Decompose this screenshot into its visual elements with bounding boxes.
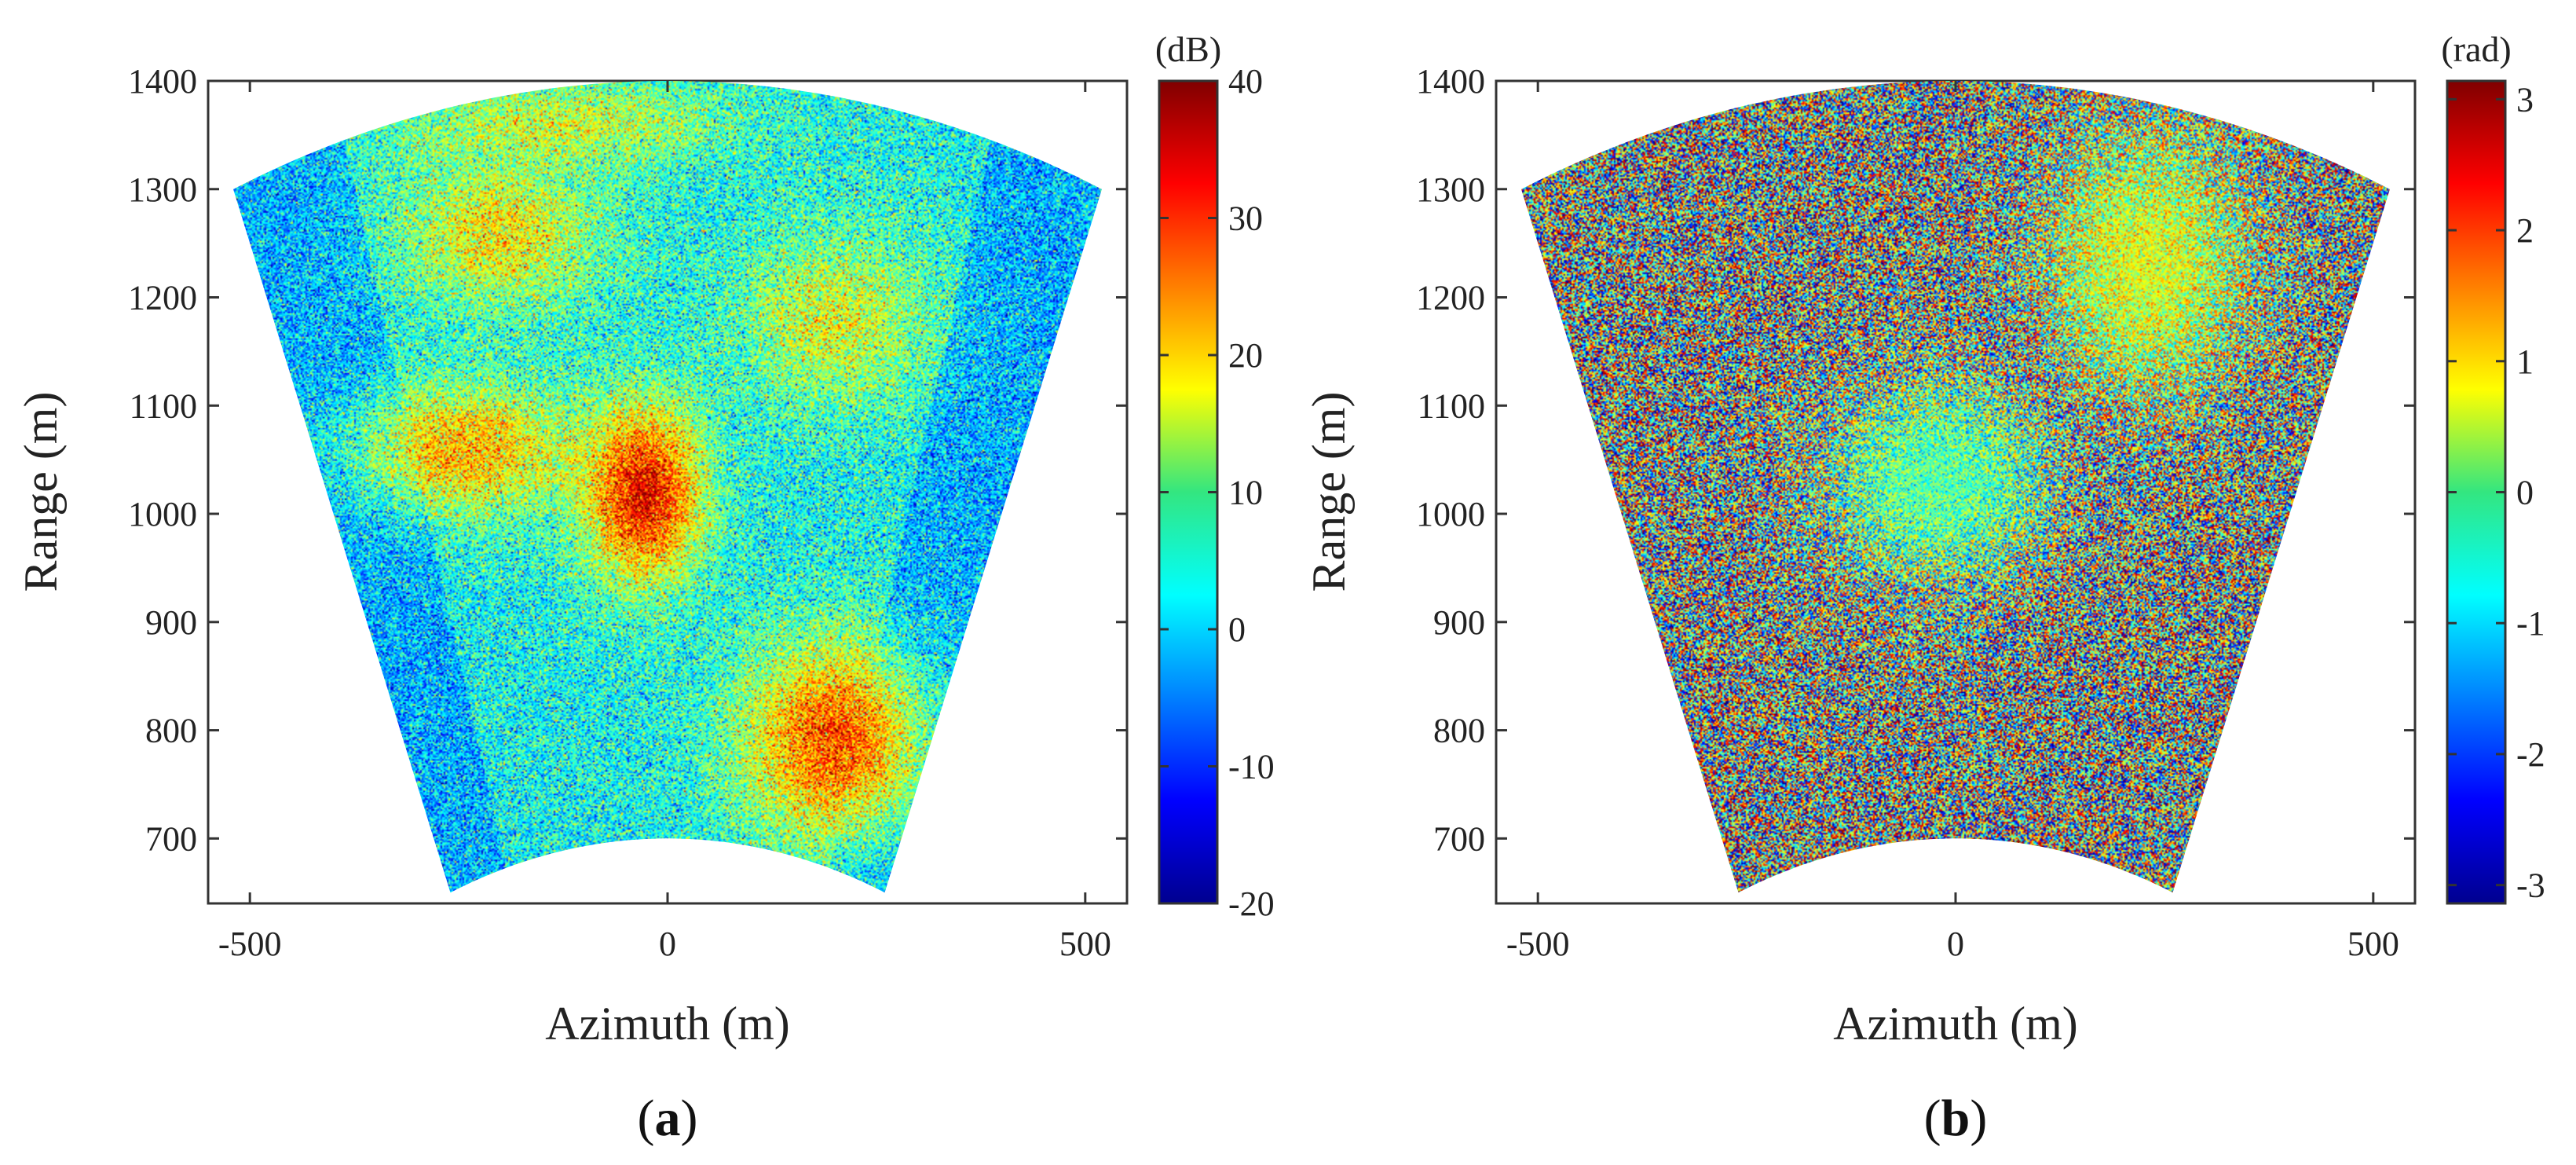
y-tick-label-a: 1300 bbox=[128, 170, 197, 209]
x-tick-label-b: -500 bbox=[1506, 925, 1570, 963]
colorbar-tick-label-a: -10 bbox=[1228, 748, 1275, 786]
y-tick-label-a: 900 bbox=[145, 603, 197, 642]
x-tick-label-b: 500 bbox=[2347, 925, 2399, 963]
panel-a: -500 0 500 700 800 900 1000 1100 1200 1300 1400 Az… bbox=[15, 29, 1275, 1147]
colorbar-tick-label-b: 0 bbox=[2516, 474, 2534, 512]
colorbar-tick-label-b: 2 bbox=[2516, 211, 2534, 250]
y-tick-label-a: 1200 bbox=[128, 279, 197, 317]
colorbar-tick-label-a: 20 bbox=[1228, 336, 1263, 375]
caption-b: (b) bbox=[1924, 1090, 1988, 1147]
colorbar-tick-label-a: 0 bbox=[1228, 610, 1246, 649]
colorbar-ticks-b: -3 -2 -1 0 1 2 3 bbox=[2447, 80, 2545, 905]
colorbar-tick-label-b: -2 bbox=[2516, 735, 2545, 774]
caption-letter-a: a bbox=[655, 1090, 681, 1147]
y-tick-label-a: 1400 bbox=[128, 62, 197, 101]
caption-letter-b: b bbox=[1941, 1090, 1970, 1147]
x-tick-label-a: -500 bbox=[218, 925, 282, 963]
y-tick-label-a: 800 bbox=[145, 712, 197, 750]
y-tick-label-a: 1100 bbox=[130, 387, 197, 425]
y-tick-label-b: 1100 bbox=[1418, 387, 1485, 425]
colorbar-tick-label-b: -3 bbox=[2516, 866, 2545, 905]
y-tick-label-b: 800 bbox=[1433, 712, 1485, 750]
colorbar-tick-label-b: 1 bbox=[2516, 343, 2534, 381]
x-tick-label-b: 0 bbox=[1947, 925, 1964, 963]
colorbar-tick-label-a: 40 bbox=[1228, 62, 1263, 101]
x-tick-label-a: 500 bbox=[1059, 925, 1111, 963]
ticks-a: -500 0 500 700 800 900 1000 1100 1200 1300 1400 bbox=[128, 62, 1127, 963]
colorbar-tick-label-b: 3 bbox=[2516, 80, 2534, 119]
x-axis-title-b: Azimuth (m) bbox=[1833, 998, 2078, 1050]
y-axis-title-a: Range (m) bbox=[15, 392, 67, 592]
x-tick-label-a: 0 bbox=[659, 925, 676, 963]
caption-a: (a) bbox=[638, 1090, 698, 1147]
colorbar-tick-label-a: 30 bbox=[1228, 200, 1263, 238]
y-tick-label-b: 700 bbox=[1433, 819, 1485, 858]
colorbar-tick-label-a: 10 bbox=[1228, 474, 1263, 512]
y-axis-title-b: Range (m) bbox=[1303, 392, 1355, 592]
x-axis-title-a: Azimuth (m) bbox=[545, 998, 790, 1050]
y-tick-label-b: 1300 bbox=[1416, 170, 1485, 209]
colorbar-ticks-a: -20 -10 0 10 20 30 40 bbox=[1159, 62, 1275, 923]
y-tick-label-b: 1000 bbox=[1416, 495, 1485, 533]
y-tick-label-b: 1400 bbox=[1416, 62, 1485, 101]
y-tick-label-b: 900 bbox=[1433, 603, 1485, 642]
colorbar-unit-a: (dB) bbox=[1155, 29, 1221, 69]
colorbar-unit-b: (rad) bbox=[2441, 29, 2511, 69]
colorbar-tick-label-b: -1 bbox=[2516, 604, 2545, 643]
colorbar-tick-label-a: -20 bbox=[1228, 885, 1275, 923]
panel-b: -500 0 500 700 800 900 1000 1100 1200 1300 1400 Az… bbox=[1303, 29, 2545, 1147]
y-tick-label-b: 1200 bbox=[1416, 279, 1485, 317]
y-tick-label-a: 700 bbox=[145, 819, 197, 858]
ticks-b: -500 0 500 700 800 900 1000 1100 1200 1300 1400 bbox=[1416, 62, 2415, 963]
y-tick-label-a: 1000 bbox=[128, 495, 197, 533]
